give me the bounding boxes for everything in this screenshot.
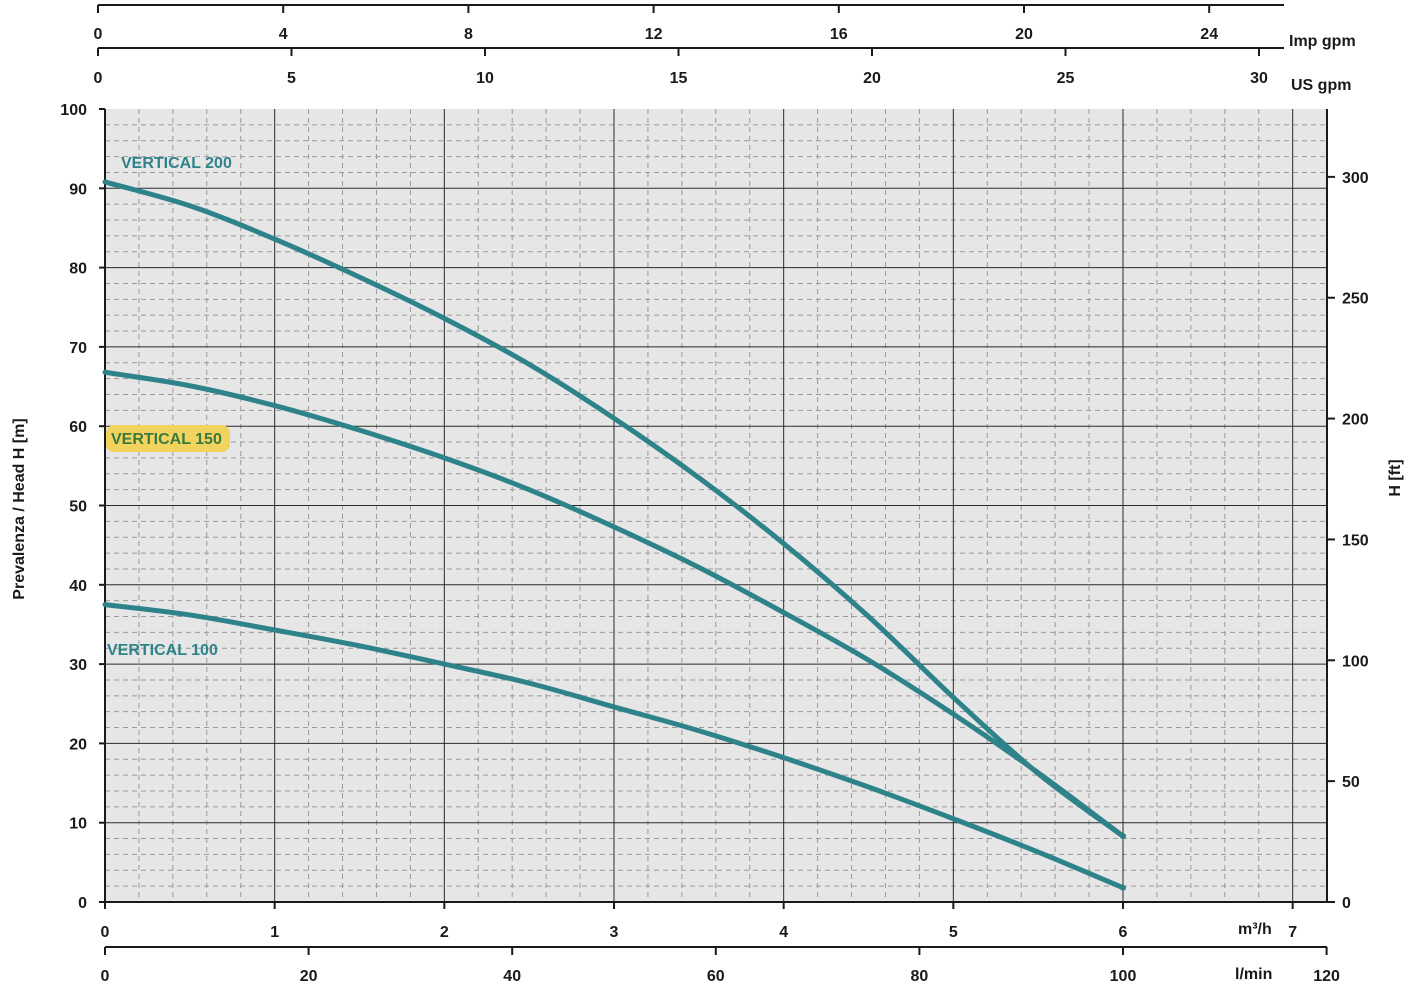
- lmin-tick-label: 80: [911, 968, 929, 985]
- m3h-tick-label: 1: [270, 924, 279, 941]
- curve-vertical-150: [102, 369, 1126, 839]
- impgpm-tick-label: 8: [464, 26, 473, 43]
- unit-lmin: l/min: [1235, 966, 1272, 983]
- usgpm-tick-label: 10: [476, 70, 494, 87]
- series-label-vertical-100: VERTICAL 100: [107, 642, 218, 659]
- curve-vertical-200: [102, 179, 1126, 839]
- right-tick-label: 250: [1342, 291, 1369, 308]
- unit-us-gpm: US gpm: [1291, 77, 1351, 94]
- left-axis-title: Prevalenza / Head H [m]: [11, 418, 28, 599]
- usgpm-tick-label: 30: [1250, 70, 1268, 87]
- right-tick-label: 300: [1342, 170, 1369, 187]
- m3h-tick-label: 7: [1288, 924, 1297, 941]
- left-tick-label: 40: [69, 578, 87, 595]
- series-labels: VERTICAL 100 VERTICAL 150 VERTICAL 200: [106, 155, 232, 659]
- left-tick-label: 60: [69, 419, 87, 436]
- left-tick-label: 70: [69, 340, 87, 357]
- m3h-tick-label: 2: [440, 924, 449, 941]
- impgpm-tick-label: 20: [1015, 26, 1033, 43]
- impgpm-tick-label: 16: [830, 26, 848, 43]
- left-tick-label: 20: [69, 736, 87, 753]
- right-axis-title: H [ft]: [1387, 459, 1404, 496]
- series-label-vertical-150: VERTICAL 150: [111, 431, 222, 448]
- axes: [97, 4, 1335, 955]
- left-tick-label: 10: [69, 816, 87, 833]
- lmin-tick-label: 0: [101, 968, 110, 985]
- usgpm-tick-label: 20: [863, 70, 881, 87]
- right-tick-label: 200: [1342, 412, 1369, 429]
- right-tick-label: 150: [1342, 532, 1369, 549]
- usgpm-tick-label: 5: [287, 70, 296, 87]
- m3h-tick-label: 6: [1119, 924, 1128, 941]
- right-tick-label: 50: [1342, 774, 1360, 791]
- left-tick-label: 100: [60, 102, 87, 119]
- major-grid: [105, 109, 1327, 902]
- lmin-tick-label: 20: [300, 968, 318, 985]
- m3h-tick-label: 0: [101, 924, 110, 941]
- impgpm-tick-label: 0: [94, 26, 103, 43]
- right-tick-label: 0: [1342, 895, 1351, 912]
- right-tick-label: 100: [1342, 653, 1369, 670]
- m3h-tick-label: 5: [949, 924, 958, 941]
- left-tick-label: 90: [69, 181, 87, 198]
- unit-imp-gpm: Imp gpm: [1289, 33, 1356, 50]
- lmin-tick-label: 100: [1110, 968, 1137, 985]
- usgpm-tick-label: 25: [1057, 70, 1075, 87]
- left-tick-label: 80: [69, 261, 87, 278]
- impgpm-tick-label: 4: [279, 26, 288, 43]
- left-tick-label: 30: [69, 657, 87, 674]
- curve-end-point-vertical-200: [1120, 833, 1126, 840]
- curve-vertical-100: [102, 602, 1126, 891]
- lmin-tick-label: 40: [503, 968, 521, 985]
- impgpm-tick-label: 24: [1200, 26, 1218, 43]
- usgpm-tick-label: 15: [670, 70, 688, 87]
- unit-m3h: m³/h: [1238, 921, 1272, 938]
- m3h-tick-label: 4: [779, 924, 788, 941]
- lmin-tick-label: 60: [707, 968, 725, 985]
- m3h-tick-label: 3: [610, 924, 619, 941]
- left-tick-label: 0: [78, 895, 87, 912]
- curves: [102, 179, 1126, 891]
- curve-end-point-vertical-100: [1120, 884, 1126, 891]
- usgpm-tick-label: 0: [94, 70, 103, 87]
- impgpm-tick-label: 12: [645, 26, 663, 43]
- series-label-vertical-200: VERTICAL 200: [121, 155, 232, 172]
- left-tick-label: 50: [69, 499, 87, 516]
- lmin-tick-label: 120: [1313, 968, 1340, 985]
- tick-labels: 0102030405060708090100050100150200250300…: [60, 26, 1369, 985]
- label-highlight-vertical-150: [106, 425, 230, 452]
